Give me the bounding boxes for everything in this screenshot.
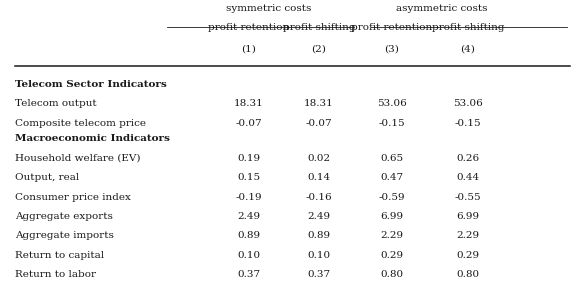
Text: Telecom Sector Indicators: Telecom Sector Indicators [15, 80, 166, 89]
Text: 53.06: 53.06 [453, 99, 483, 108]
Text: (2): (2) [311, 44, 326, 53]
Text: Return to labor: Return to labor [15, 270, 95, 279]
Text: 6.99: 6.99 [380, 212, 404, 221]
Text: profit shifting: profit shifting [432, 23, 504, 32]
Text: -0.16: -0.16 [305, 192, 332, 201]
Text: -0.59: -0.59 [378, 192, 405, 201]
Text: 0.26: 0.26 [456, 154, 480, 163]
Text: 0.44: 0.44 [456, 173, 480, 182]
Text: profit retention: profit retention [208, 23, 289, 32]
Text: 2.49: 2.49 [307, 212, 331, 221]
Text: 18.31: 18.31 [234, 99, 263, 108]
Text: profit shifting: profit shifting [283, 23, 355, 32]
Text: Telecom output: Telecom output [15, 99, 97, 108]
Text: asymmetric costs: asymmetric costs [396, 4, 487, 13]
Text: 0.29: 0.29 [380, 251, 404, 260]
Text: 0.29: 0.29 [456, 251, 480, 260]
Text: 0.80: 0.80 [380, 270, 404, 279]
Text: -0.15: -0.15 [378, 119, 405, 128]
Text: 0.37: 0.37 [237, 270, 260, 279]
Text: 0.47: 0.47 [380, 173, 404, 182]
Text: Return to capital: Return to capital [15, 251, 104, 260]
Text: -0.19: -0.19 [235, 192, 262, 201]
Text: Aggregate imports: Aggregate imports [15, 231, 113, 240]
Text: (4): (4) [460, 44, 476, 53]
Text: 0.14: 0.14 [307, 173, 331, 182]
Text: 53.06: 53.06 [377, 99, 407, 108]
Text: Macroeconomic Indicators: Macroeconomic Indicators [15, 134, 170, 143]
Text: 0.10: 0.10 [237, 251, 260, 260]
Text: Composite telecom price: Composite telecom price [15, 119, 146, 128]
Text: Output, real: Output, real [15, 173, 79, 182]
Text: (3): (3) [384, 44, 400, 53]
Text: 2.29: 2.29 [456, 231, 480, 240]
Text: 6.99: 6.99 [456, 212, 480, 221]
Text: Consumer price index: Consumer price index [15, 192, 130, 201]
Text: 0.15: 0.15 [237, 173, 260, 182]
Text: 18.31: 18.31 [304, 99, 333, 108]
Text: 0.10: 0.10 [307, 251, 331, 260]
Text: -0.07: -0.07 [305, 119, 332, 128]
Text: Household welfare (EV): Household welfare (EV) [15, 154, 140, 163]
Text: profit retention: profit retention [352, 23, 432, 32]
Text: 0.02: 0.02 [307, 154, 331, 163]
Text: -0.07: -0.07 [235, 119, 262, 128]
Text: 0.89: 0.89 [307, 231, 331, 240]
Text: (1): (1) [241, 44, 256, 53]
Text: 0.89: 0.89 [237, 231, 260, 240]
Text: 2.49: 2.49 [237, 212, 260, 221]
Text: -0.15: -0.15 [455, 119, 481, 128]
Text: symmetric costs: symmetric costs [226, 4, 312, 13]
Text: 2.29: 2.29 [380, 231, 404, 240]
Text: 0.65: 0.65 [380, 154, 404, 163]
Text: Aggregate exports: Aggregate exports [15, 212, 112, 221]
Text: 0.80: 0.80 [456, 270, 480, 279]
Text: -0.55: -0.55 [455, 192, 481, 201]
Text: 0.37: 0.37 [307, 270, 331, 279]
Text: 0.19: 0.19 [237, 154, 260, 163]
